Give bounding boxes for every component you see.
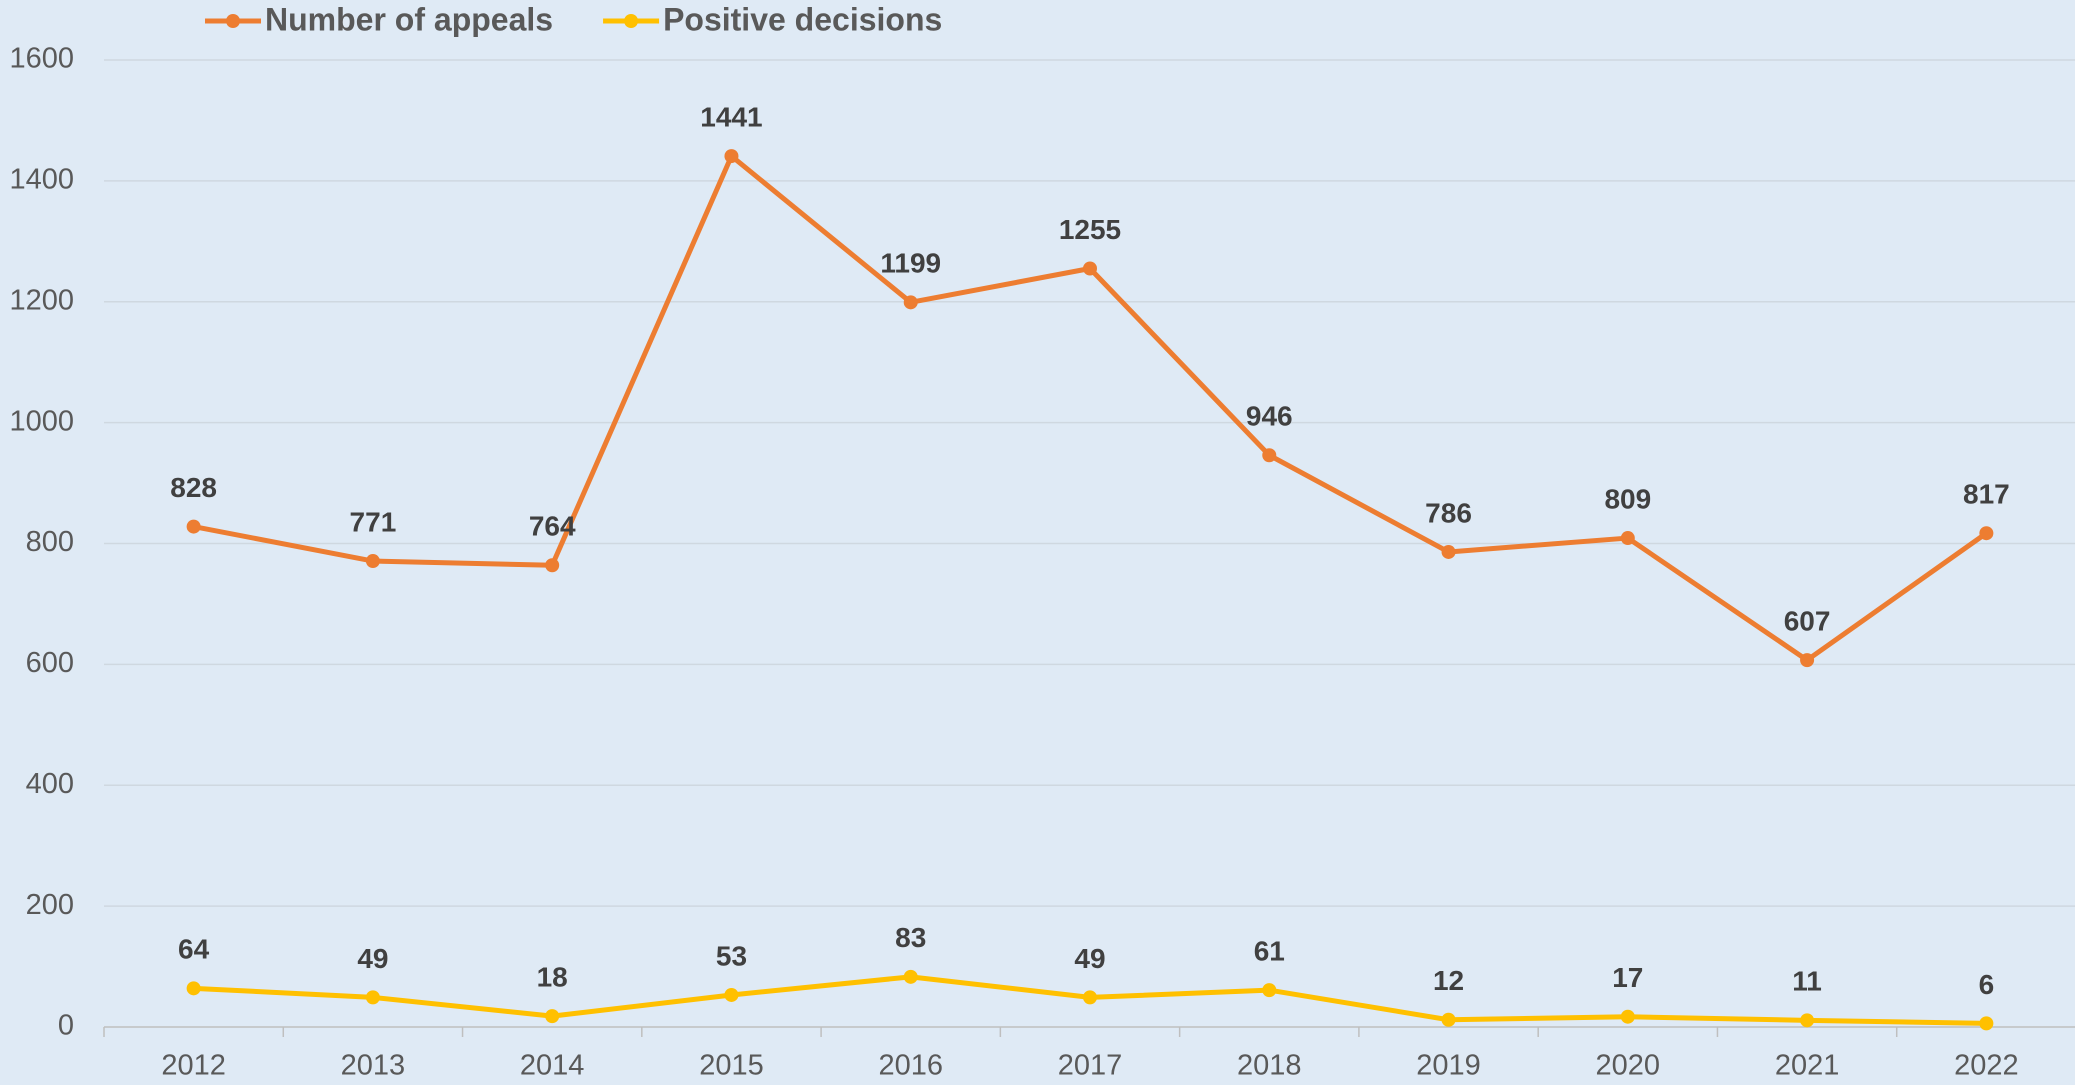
data-label: 764 xyxy=(529,511,576,542)
data-point xyxy=(186,981,201,996)
data-point xyxy=(1262,983,1277,998)
y-tick-label: 1200 xyxy=(9,284,74,316)
data-label: 817 xyxy=(1963,479,2010,510)
data-point xyxy=(1800,653,1815,668)
x-tick-label: 2018 xyxy=(1237,1050,1302,1082)
y-tick-label: 400 xyxy=(26,768,74,800)
y-tick-label: 1600 xyxy=(9,43,74,75)
y-tick-label: 1400 xyxy=(9,164,74,196)
data-label: 12 xyxy=(1433,965,1464,996)
x-tick-label: 2020 xyxy=(1596,1050,1661,1082)
legend-marker xyxy=(624,14,639,28)
data-label: 809 xyxy=(1604,483,1651,514)
data-label: 49 xyxy=(1074,943,1105,974)
y-tick-label: 800 xyxy=(26,526,74,558)
data-label: 11 xyxy=(1792,966,1822,997)
data-point xyxy=(1441,544,1456,559)
data-point xyxy=(1620,1009,1635,1024)
data-label: 18 xyxy=(537,962,568,993)
data-point xyxy=(545,558,560,573)
data-point xyxy=(1441,1012,1456,1027)
data-label: 1199 xyxy=(880,248,941,279)
data-point xyxy=(903,295,918,310)
data-label: 49 xyxy=(357,943,388,974)
data-point xyxy=(1620,531,1635,546)
data-point xyxy=(1800,1013,1815,1028)
y-tick-label: 200 xyxy=(26,889,74,921)
data-point xyxy=(545,1009,560,1024)
data-point xyxy=(1262,448,1277,463)
legend-label: Positive decisions xyxy=(663,1,942,37)
data-point xyxy=(186,519,201,534)
data-label: 828 xyxy=(170,472,217,503)
x-tick-label: 2013 xyxy=(341,1050,406,1082)
legend-label: Number of appeals xyxy=(265,1,553,37)
x-tick-label: 2021 xyxy=(1775,1050,1840,1082)
data-label: 83 xyxy=(895,922,926,953)
data-point xyxy=(1083,990,1097,1005)
data-label: 786 xyxy=(1425,497,1472,528)
x-tick-label: 2012 xyxy=(161,1050,226,1082)
y-tick-label: 600 xyxy=(26,647,74,679)
y-tick-label: 0 xyxy=(58,1010,74,1042)
legend-marker xyxy=(226,14,240,28)
data-point xyxy=(365,554,380,569)
x-tick-label: 2015 xyxy=(699,1050,764,1082)
data-point xyxy=(1083,261,1097,276)
data-point xyxy=(724,987,739,1002)
data-point xyxy=(365,990,380,1005)
x-tick-label: 2014 xyxy=(520,1050,585,1082)
data-label: 53 xyxy=(716,940,747,971)
y-tick-label: 1000 xyxy=(9,405,74,437)
data-label: 1441 xyxy=(700,101,762,132)
data-label: 17 xyxy=(1612,962,1643,993)
data-label: 771 xyxy=(350,506,397,537)
data-point xyxy=(1979,1016,1994,1031)
x-tick-label: 2019 xyxy=(1416,1050,1481,1082)
data-point xyxy=(724,149,739,164)
data-label: 946 xyxy=(1246,401,1293,432)
data-label: 6 xyxy=(1979,969,1995,1000)
data-point xyxy=(1979,526,1994,541)
data-label: 64 xyxy=(178,934,210,965)
data-label: 61 xyxy=(1254,936,1285,967)
data-label: 607 xyxy=(1784,606,1831,637)
data-point xyxy=(903,969,918,984)
x-tick-label: 2017 xyxy=(1058,1050,1123,1082)
data-label: 1255 xyxy=(1059,214,1121,245)
x-tick-label: 2022 xyxy=(1954,1050,2019,1082)
x-tick-label: 2016 xyxy=(878,1050,943,1082)
